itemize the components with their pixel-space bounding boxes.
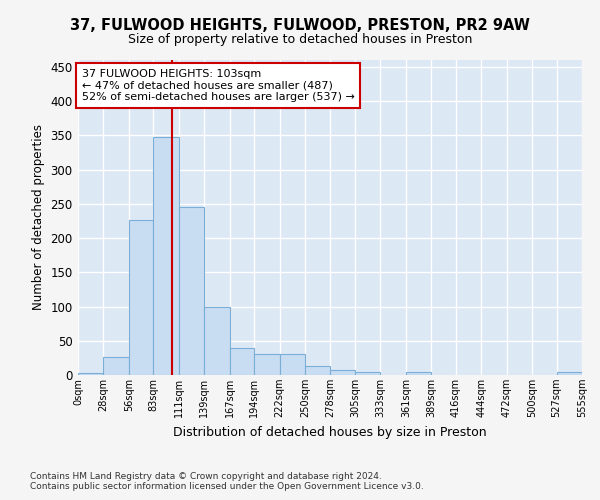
- Bar: [406, 372, 431, 375]
- Text: 37, FULWOOD HEIGHTS, FULWOOD, PRESTON, PR2 9AW: 37, FULWOOD HEIGHTS, FULWOOD, PRESTON, P…: [70, 18, 530, 32]
- Text: Contains HM Land Registry data © Crown copyright and database right 2024.: Contains HM Land Registry data © Crown c…: [30, 472, 382, 481]
- Bar: [103, 357, 129, 375]
- Bar: [179, 206, 204, 375]
- Bar: [331, 370, 355, 375]
- Bar: [129, 220, 154, 375]
- Bar: [254, 354, 280, 375]
- Bar: [154, 138, 179, 375]
- Text: Contains public sector information licensed under the Open Government Licence v3: Contains public sector information licen…: [30, 482, 424, 491]
- Y-axis label: Number of detached properties: Number of detached properties: [32, 124, 44, 310]
- Text: 37 FULWOOD HEIGHTS: 103sqm
← 47% of detached houses are smaller (487)
52% of sem: 37 FULWOOD HEIGHTS: 103sqm ← 47% of deta…: [82, 69, 355, 102]
- Bar: [230, 348, 254, 375]
- X-axis label: Distribution of detached houses by size in Preston: Distribution of detached houses by size …: [173, 426, 487, 438]
- Bar: [78, 373, 103, 375]
- Bar: [355, 372, 380, 375]
- Text: Size of property relative to detached houses in Preston: Size of property relative to detached ho…: [128, 32, 472, 46]
- Bar: [204, 306, 230, 375]
- Bar: [557, 372, 582, 375]
- Bar: [305, 366, 331, 375]
- Bar: [280, 354, 305, 375]
